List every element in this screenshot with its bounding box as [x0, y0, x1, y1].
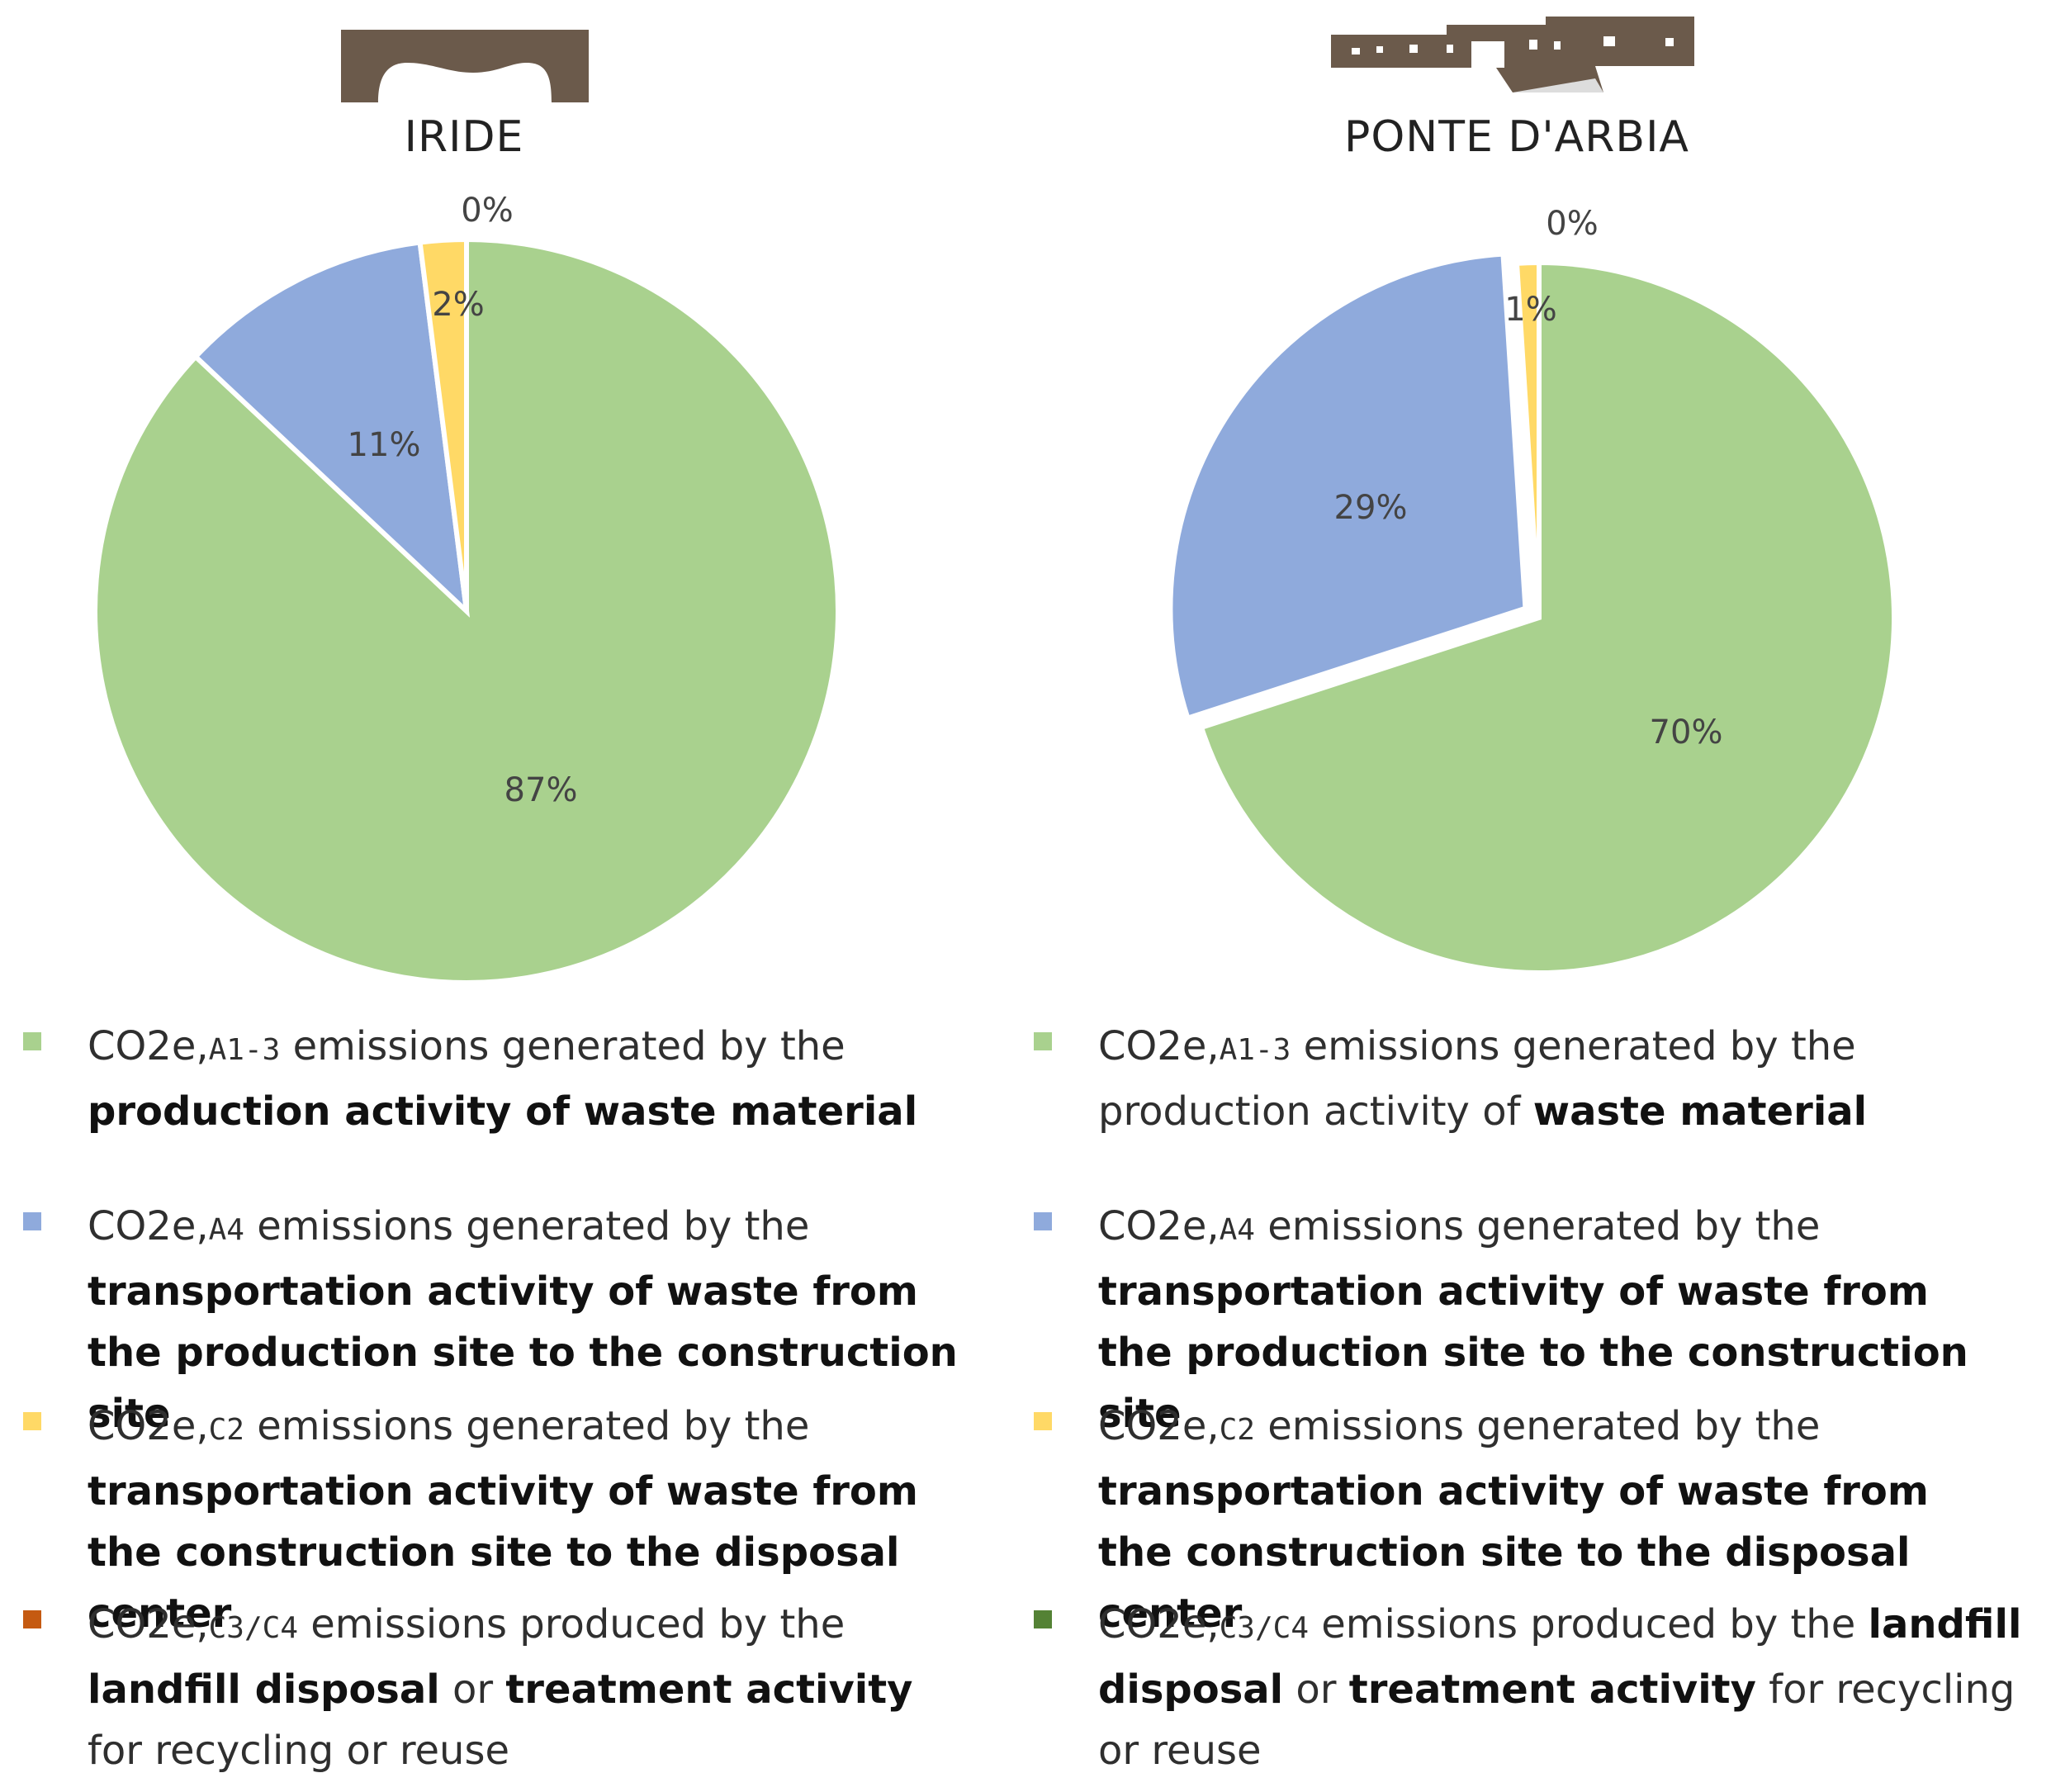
pie-data-label-1: 87% — [504, 771, 578, 809]
pie-slice-2 — [1168, 251, 1528, 722]
iride-pie-chart: 87% 11% 2% 0% — [92, 192, 841, 985]
ponte-darbia-pie-chart: 70% 29% 1% 0% — [1168, 205, 1897, 975]
pie-data-label-3: 1% — [1504, 291, 1556, 329]
pie-slice-3 — [1513, 259, 1542, 619]
legend-swatch-green — [1034, 1032, 1052, 1050]
pie-slice-2 — [192, 239, 471, 618]
ponte-darbia-chart-title: PONTE D'ARBIA — [1344, 112, 1689, 162]
legend-swatch-blue — [23, 1212, 41, 1230]
legend-swatch-yellow — [23, 1412, 41, 1430]
pie-data-label-2: 11% — [348, 426, 421, 464]
pie-data-label-1: 70% — [1650, 713, 1723, 751]
iride-panel: IRIDE 87% 11% 2% 0% CO2e,A1-3 emissions gen… — [23, 30, 958, 1774]
pie-slice-3 — [417, 236, 469, 612]
legend-swatch-green — [23, 1032, 41, 1050]
pie-data-label-4: 0% — [461, 192, 513, 230]
legend-swatch-yellow — [1034, 1412, 1052, 1430]
pie-slice-1 — [1198, 259, 1897, 975]
pie-data-label-2: 29% — [1334, 489, 1408, 527]
ponte-darbia-building-icon — [1331, 17, 1694, 92]
pie-data-label-3: 2% — [432, 286, 484, 324]
legend-swatch-dark-green — [1034, 1610, 1052, 1628]
iride-building-icon — [341, 30, 589, 102]
iride-chart-title: IRIDE — [404, 112, 524, 162]
pie-data-label-4: 0% — [1546, 205, 1598, 243]
legend-swatch-blue — [1034, 1212, 1052, 1230]
legend-swatch-orange — [23, 1610, 41, 1628]
ponte-darbia-panel: PONTE D'ARBIA 70% 29% 1% 0% CO2e,A1-3 emiss… — [1026, 0, 2051, 1792]
